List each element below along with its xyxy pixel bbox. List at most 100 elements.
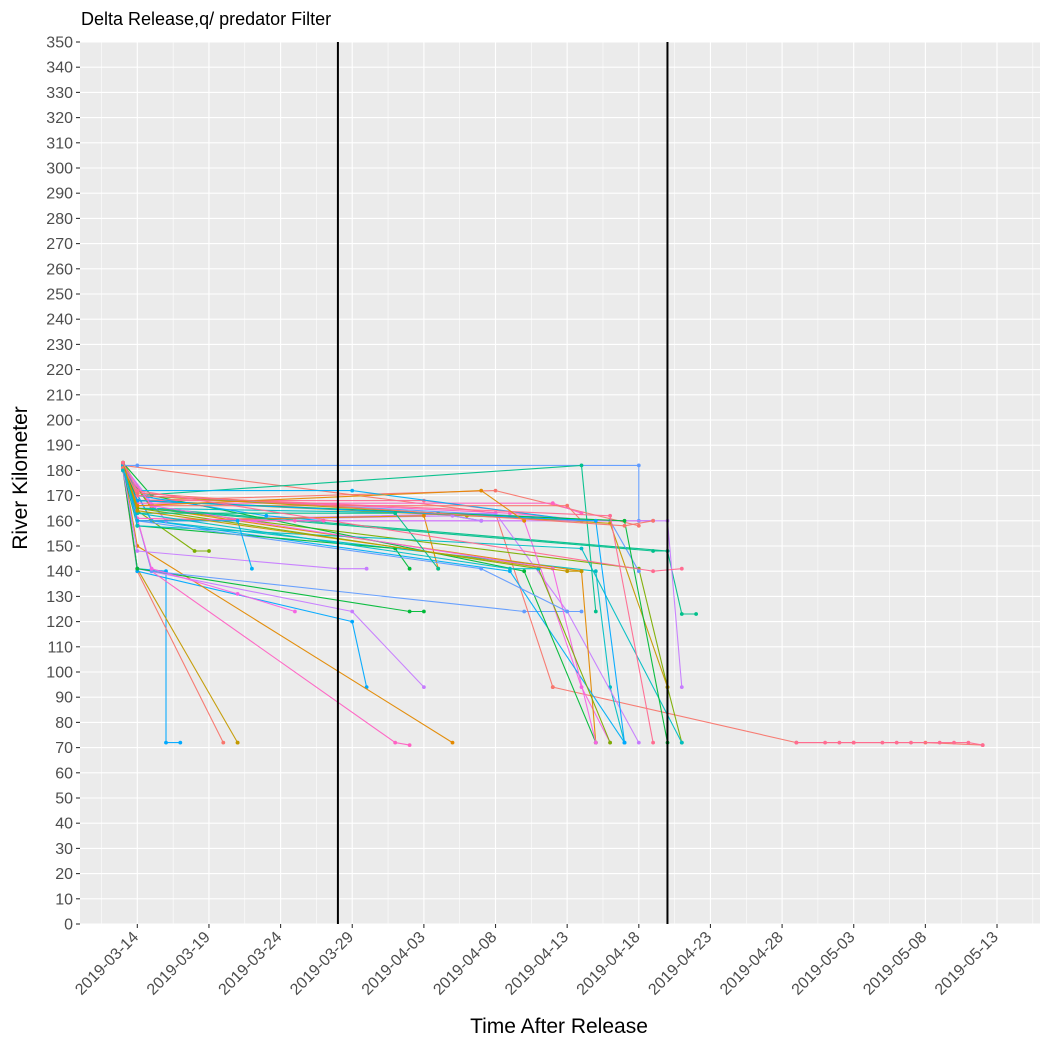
data-point <box>980 743 985 747</box>
y-tick-label: 350 <box>46 35 73 52</box>
y-axis: 0 10 20 30 40 50 60 70 80 90 100 110 120 130 140 150 160… <box>46 35 80 934</box>
plot-panel <box>80 42 1040 924</box>
y-tick-label: 80 <box>55 715 73 732</box>
data-point <box>479 488 484 493</box>
series-line <box>122 465 669 743</box>
data-point <box>966 740 971 745</box>
data-point <box>178 740 183 745</box>
data-point <box>422 513 426 518</box>
y-tick-label: 310 <box>46 135 73 152</box>
data-point <box>823 740 827 745</box>
data-point <box>851 740 856 745</box>
series-line <box>122 462 597 612</box>
data-point <box>407 743 412 747</box>
x-tick-label: 2019-04-18 <box>574 929 644 999</box>
data-point <box>121 460 125 465</box>
data-point <box>508 566 512 571</box>
series-line <box>122 470 424 613</box>
data-point <box>149 566 154 571</box>
series-11 <box>794 740 985 747</box>
x-tick-label: 2019-03-29 <box>287 929 357 999</box>
data-point <box>622 523 627 528</box>
data-point <box>407 609 412 614</box>
y-tick-label: 270 <box>46 236 73 253</box>
data-point <box>837 740 842 745</box>
y-tick-label: 70 <box>55 740 73 757</box>
data-point <box>350 609 355 614</box>
y-tick-label: 40 <box>55 816 73 833</box>
y-tick-label: 290 <box>46 186 73 203</box>
y-tick-label: 320 <box>46 110 73 127</box>
data-point <box>579 546 584 551</box>
y-tick-label: 10 <box>55 891 73 908</box>
data-point <box>121 468 125 473</box>
y-tick-label: 160 <box>46 513 73 530</box>
y-tick-label: 260 <box>46 261 73 278</box>
data-point <box>550 501 555 506</box>
y-tick-label: 90 <box>55 690 73 707</box>
data-point <box>450 740 455 745</box>
y-tick-label: 0 <box>64 917 73 934</box>
y-tick-label: 340 <box>46 60 73 77</box>
y-tick-label: 330 <box>46 85 73 102</box>
data-point <box>636 740 641 745</box>
data-point <box>651 740 655 745</box>
y-tick-label: 280 <box>46 211 73 228</box>
data-point <box>952 740 956 745</box>
x-tick-label: 2019-04-08 <box>430 929 500 999</box>
data-point <box>550 685 555 689</box>
y-tick-label: 180 <box>46 463 73 480</box>
data-point <box>608 740 612 745</box>
y-tick-label: 150 <box>46 539 73 556</box>
data-point <box>436 566 441 571</box>
data-point <box>192 549 197 553</box>
series-line <box>122 462 582 572</box>
data-point <box>694 612 698 616</box>
data-point <box>651 518 655 523</box>
data-point <box>593 569 598 574</box>
data-point <box>135 488 140 493</box>
data-point <box>894 740 899 745</box>
x-tick-label: 2019-05-08 <box>860 929 930 999</box>
y-tick-label: 250 <box>46 287 73 304</box>
series-line <box>122 470 367 570</box>
x-tick-label: 2019-05-03 <box>789 929 859 999</box>
data-point <box>579 609 584 614</box>
y-tick-label: 190 <box>46 438 73 455</box>
x-tick-label: 2019-04-03 <box>359 929 429 999</box>
series-line <box>122 467 654 527</box>
data-point <box>794 740 799 745</box>
data-point <box>350 488 355 493</box>
data-point <box>250 566 254 571</box>
data-point <box>522 569 527 574</box>
data-point <box>293 609 297 614</box>
x-tick-label: 2019-05-13 <box>932 929 1002 999</box>
data-point <box>651 569 655 574</box>
x-tick-label: 2019-04-13 <box>502 929 572 999</box>
data-point <box>135 463 140 468</box>
data-point <box>679 685 684 689</box>
y-tick-label: 200 <box>46 413 73 430</box>
y-tick-label: 110 <box>47 639 73 656</box>
series-line <box>122 470 539 570</box>
data-point <box>393 511 398 516</box>
data-point <box>593 740 598 745</box>
x-tick-label: 2019-03-24 <box>216 929 286 999</box>
data-point <box>364 566 369 571</box>
y-tick-label: 240 <box>46 312 73 329</box>
data-point <box>135 523 140 528</box>
data-point <box>479 566 484 571</box>
x-axis-title: Time After Release <box>470 1015 648 1038</box>
data-point <box>135 508 140 513</box>
data-point <box>207 549 211 553</box>
data-point <box>235 592 240 596</box>
y-tick-label: 100 <box>46 665 73 682</box>
y-tick-label: 140 <box>46 564 73 581</box>
data-point <box>579 569 584 574</box>
series-line <box>122 465 439 570</box>
data-point <box>937 740 942 745</box>
data-point <box>593 609 598 614</box>
y-tick-label: 30 <box>55 841 73 858</box>
